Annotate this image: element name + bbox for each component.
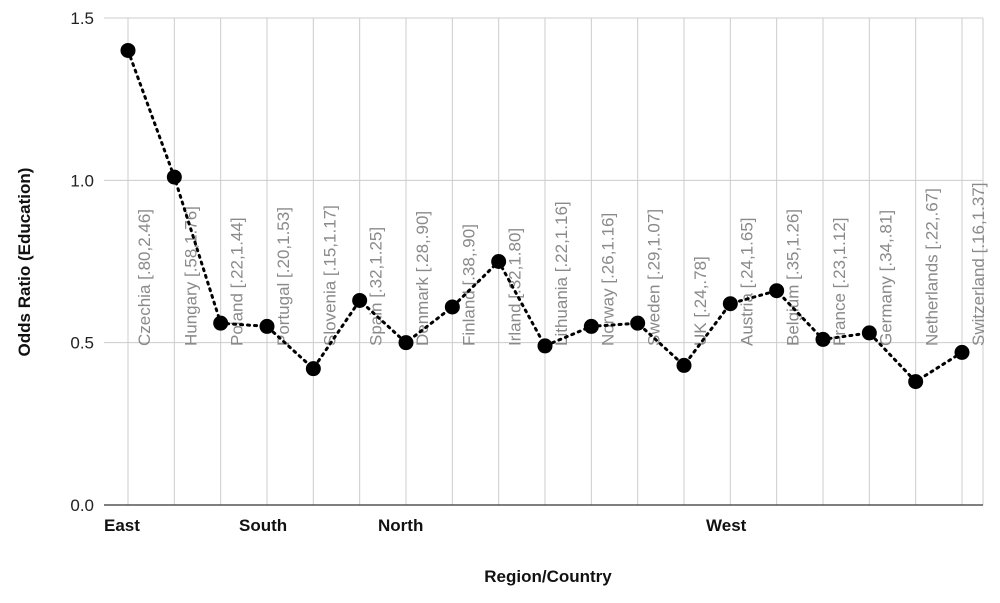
country-label: Poland [.22,1.44] xyxy=(228,217,247,346)
y-tick-label: 1.5 xyxy=(70,9,94,28)
country-label: UK [.24,.78] xyxy=(691,256,710,346)
country-label: Austria [.24,1.65] xyxy=(737,217,756,346)
country-label: Switzerland [.16,1.37] xyxy=(969,183,988,346)
data-point xyxy=(908,374,924,390)
data-point xyxy=(954,344,970,360)
data-point xyxy=(305,361,321,377)
region-label: South xyxy=(239,516,287,535)
region-label: North xyxy=(378,516,423,535)
region-label: East xyxy=(104,516,140,535)
data-point xyxy=(583,318,599,334)
y-tick-label: 0.5 xyxy=(70,334,94,353)
data-point-layer xyxy=(120,42,970,390)
data-point xyxy=(259,318,275,334)
data-point xyxy=(213,315,229,331)
country-label: Finland [.38,.90] xyxy=(459,224,478,346)
country-label: Belgium [.35,1.26] xyxy=(784,209,803,346)
country-label: Irland [.32,1.80] xyxy=(506,228,525,346)
data-point xyxy=(444,299,460,315)
country-label-layer: Czechia [.80,2.46] Hungary [.58,1.76] Pola… xyxy=(135,183,988,346)
country-label: Czechia [.80,2.46] xyxy=(135,209,154,346)
country-label: Lithuania [.22,1.16] xyxy=(552,201,571,346)
data-point xyxy=(769,283,785,299)
data-point xyxy=(861,325,877,341)
country-label: Slovenia [.15,1.17] xyxy=(320,205,339,346)
y-tick-label: 1.0 xyxy=(70,171,94,190)
data-point xyxy=(352,292,368,308)
y-axis-title: Odds Ratio (Education) xyxy=(15,168,34,357)
data-point xyxy=(722,296,738,312)
country-label: Germany [.34,.81] xyxy=(876,210,895,346)
country-label: France [.23,1.12] xyxy=(830,217,849,346)
country-label: Hungary [.58,1.76] xyxy=(181,206,200,346)
country-label: Denmark [.28,.90] xyxy=(413,211,432,346)
data-point xyxy=(398,335,414,351)
country-label: Portugal [.20,1.53] xyxy=(274,207,293,346)
data-point xyxy=(166,169,182,185)
country-label: Sweden [.29,1.07] xyxy=(645,209,664,346)
country-label: Netherlands [.22,.67] xyxy=(923,188,942,346)
region-label: West xyxy=(706,516,747,535)
data-point xyxy=(676,357,692,373)
country-label: Spain [.32,1.25] xyxy=(367,227,386,346)
axis-layer: 0.0 0.5 1.0 1.5 East South North West xyxy=(70,9,983,535)
country-label: Norway [.26,1.16] xyxy=(598,213,617,346)
data-point xyxy=(120,42,136,58)
data-point xyxy=(537,338,553,354)
data-point xyxy=(630,315,646,331)
y-tick-label: 0.0 xyxy=(70,496,94,515)
data-point xyxy=(815,331,831,347)
data-point xyxy=(491,254,507,269)
x-axis-title: Region/Country xyxy=(484,567,612,586)
